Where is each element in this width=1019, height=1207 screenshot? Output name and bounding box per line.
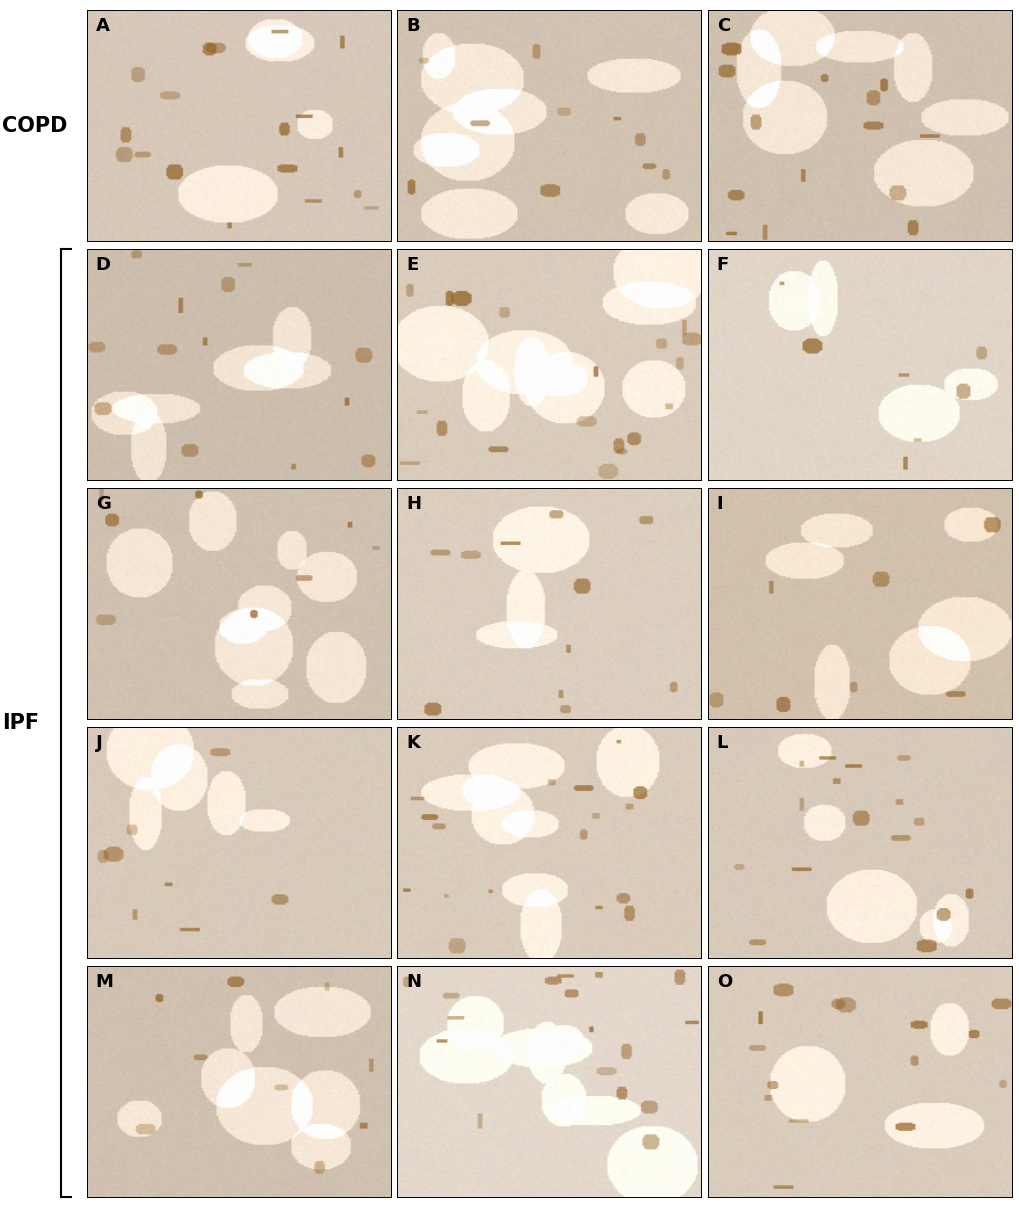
Text: E: E xyxy=(406,256,418,274)
Text: K: K xyxy=(406,734,420,752)
Text: N: N xyxy=(406,973,421,991)
Text: B: B xyxy=(406,17,420,35)
Text: A: A xyxy=(96,17,110,35)
Text: H: H xyxy=(406,495,421,513)
Text: L: L xyxy=(716,734,728,752)
Text: G: G xyxy=(96,495,111,513)
Text: J: J xyxy=(96,734,103,752)
Text: C: C xyxy=(716,17,730,35)
Text: M: M xyxy=(96,973,113,991)
Text: F: F xyxy=(716,256,729,274)
Text: IPF: IPF xyxy=(2,713,39,733)
Text: COPD: COPD xyxy=(2,116,67,135)
Text: D: D xyxy=(96,256,111,274)
Text: I: I xyxy=(716,495,722,513)
Text: O: O xyxy=(716,973,732,991)
